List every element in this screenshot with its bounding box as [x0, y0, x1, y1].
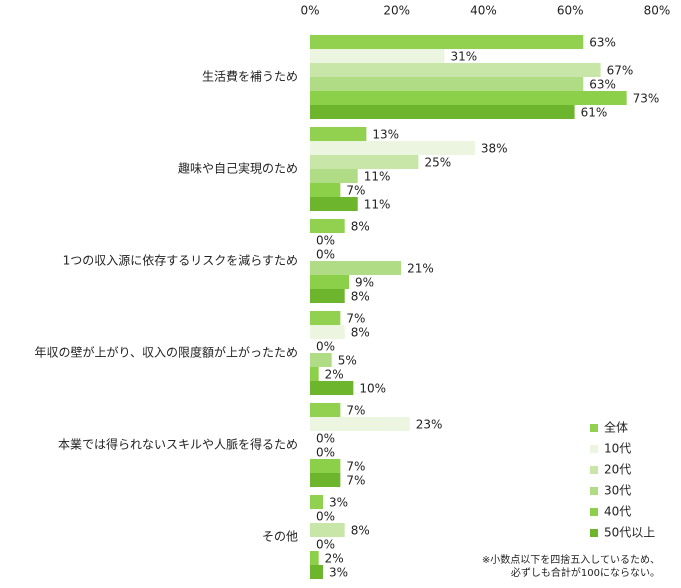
- category-label: 趣味や自己実現のため: [178, 161, 298, 176]
- value-label: 9%: [355, 276, 374, 290]
- x-tick-label: 60%: [557, 4, 584, 18]
- bar: [310, 289, 345, 303]
- category-label: 1つの収入源に依存するリスクを減らすため: [63, 253, 298, 268]
- category-label: その他: [262, 530, 298, 544]
- value-label: 31%: [450, 50, 477, 64]
- bar: [310, 127, 367, 141]
- value-label: 25%: [424, 156, 451, 170]
- bar: [310, 155, 419, 169]
- bar: [310, 183, 341, 197]
- bar: [310, 353, 332, 367]
- bar: [310, 311, 341, 325]
- x-tick-label: 40%: [470, 4, 497, 18]
- value-label: 11%: [364, 170, 391, 184]
- x-tick-label: 0%: [300, 4, 319, 18]
- category-label: 本業では得られないスキルや人脈を得るため: [58, 437, 298, 452]
- bar: [310, 141, 475, 155]
- value-label: 0%: [316, 432, 335, 446]
- bar: [310, 169, 358, 183]
- value-label: 11%: [364, 198, 391, 212]
- value-label: 8%: [351, 326, 370, 340]
- bar: [310, 381, 354, 395]
- value-label: 8%: [351, 524, 370, 538]
- bar: [310, 565, 324, 579]
- category-label: 年収の壁が上がり、収入の限度額が上がったため: [34, 345, 298, 360]
- value-label: 0%: [316, 538, 335, 552]
- value-label: 13%: [372, 128, 399, 142]
- bar: [310, 473, 341, 487]
- value-label: 0%: [316, 510, 335, 524]
- legend-label: 全体: [604, 420, 628, 435]
- bar: [310, 49, 445, 63]
- value-label: 0%: [316, 340, 335, 354]
- bar: [310, 197, 358, 211]
- legend-label: 30代: [604, 484, 631, 498]
- value-label: 7%: [346, 460, 365, 474]
- bar: [310, 495, 324, 509]
- value-label: 7%: [346, 184, 365, 198]
- value-label: 23%: [416, 418, 443, 432]
- value-label: 63%: [589, 36, 616, 50]
- value-label: 38%: [481, 142, 508, 156]
- value-label: 3%: [329, 566, 348, 580]
- value-label: 0%: [316, 446, 335, 460]
- bar: [310, 551, 319, 565]
- legend-swatch: [590, 466, 598, 474]
- value-label: 67%: [607, 64, 634, 78]
- legend-swatch: [590, 487, 598, 495]
- bar: [310, 367, 319, 381]
- bar: [310, 403, 341, 417]
- value-label: 7%: [346, 404, 365, 418]
- bar: [310, 35, 584, 49]
- bar: [310, 77, 584, 91]
- value-label: 7%: [346, 474, 365, 488]
- legend-label: 50代以上: [604, 526, 655, 540]
- value-label: 2%: [325, 552, 344, 566]
- bar: [310, 523, 345, 537]
- value-label: 21%: [407, 262, 434, 276]
- value-label: 0%: [316, 234, 335, 248]
- bar: [310, 459, 341, 473]
- bar: [310, 325, 345, 339]
- value-label: 61%: [581, 106, 608, 120]
- legend-label: 20代: [604, 463, 631, 477]
- value-label: 3%: [329, 496, 348, 510]
- legend-swatch: [590, 529, 598, 537]
- bar: [310, 275, 350, 289]
- bar: [310, 63, 601, 77]
- value-label: 10%: [359, 382, 386, 396]
- value-label: 8%: [351, 220, 370, 234]
- x-tick-label: 80%: [644, 4, 671, 18]
- bar: [310, 219, 345, 233]
- bar: [310, 91, 627, 105]
- value-label: 8%: [351, 290, 370, 304]
- value-label: 73%: [633, 92, 660, 106]
- legend-swatch: [590, 445, 598, 453]
- bar: [310, 261, 402, 275]
- value-label: 5%: [338, 354, 357, 368]
- legend-label: 10代: [604, 442, 631, 456]
- legend-swatch: [590, 508, 598, 516]
- value-label: 7%: [346, 312, 365, 326]
- note: ※小数点以下を四捨五入しているため、: [482, 553, 660, 566]
- bar: [310, 417, 410, 431]
- value-label: 2%: [325, 368, 344, 382]
- value-label: 63%: [589, 78, 616, 92]
- note: 必ずしも合計が100にならない。: [511, 566, 660, 579]
- bar: [310, 105, 575, 119]
- legend-swatch: [590, 424, 598, 432]
- value-label: 0%: [316, 248, 335, 262]
- x-tick-label: 20%: [383, 4, 410, 18]
- legend-label: 40代: [604, 505, 631, 519]
- category-label: 生活費を補うため: [202, 69, 298, 84]
